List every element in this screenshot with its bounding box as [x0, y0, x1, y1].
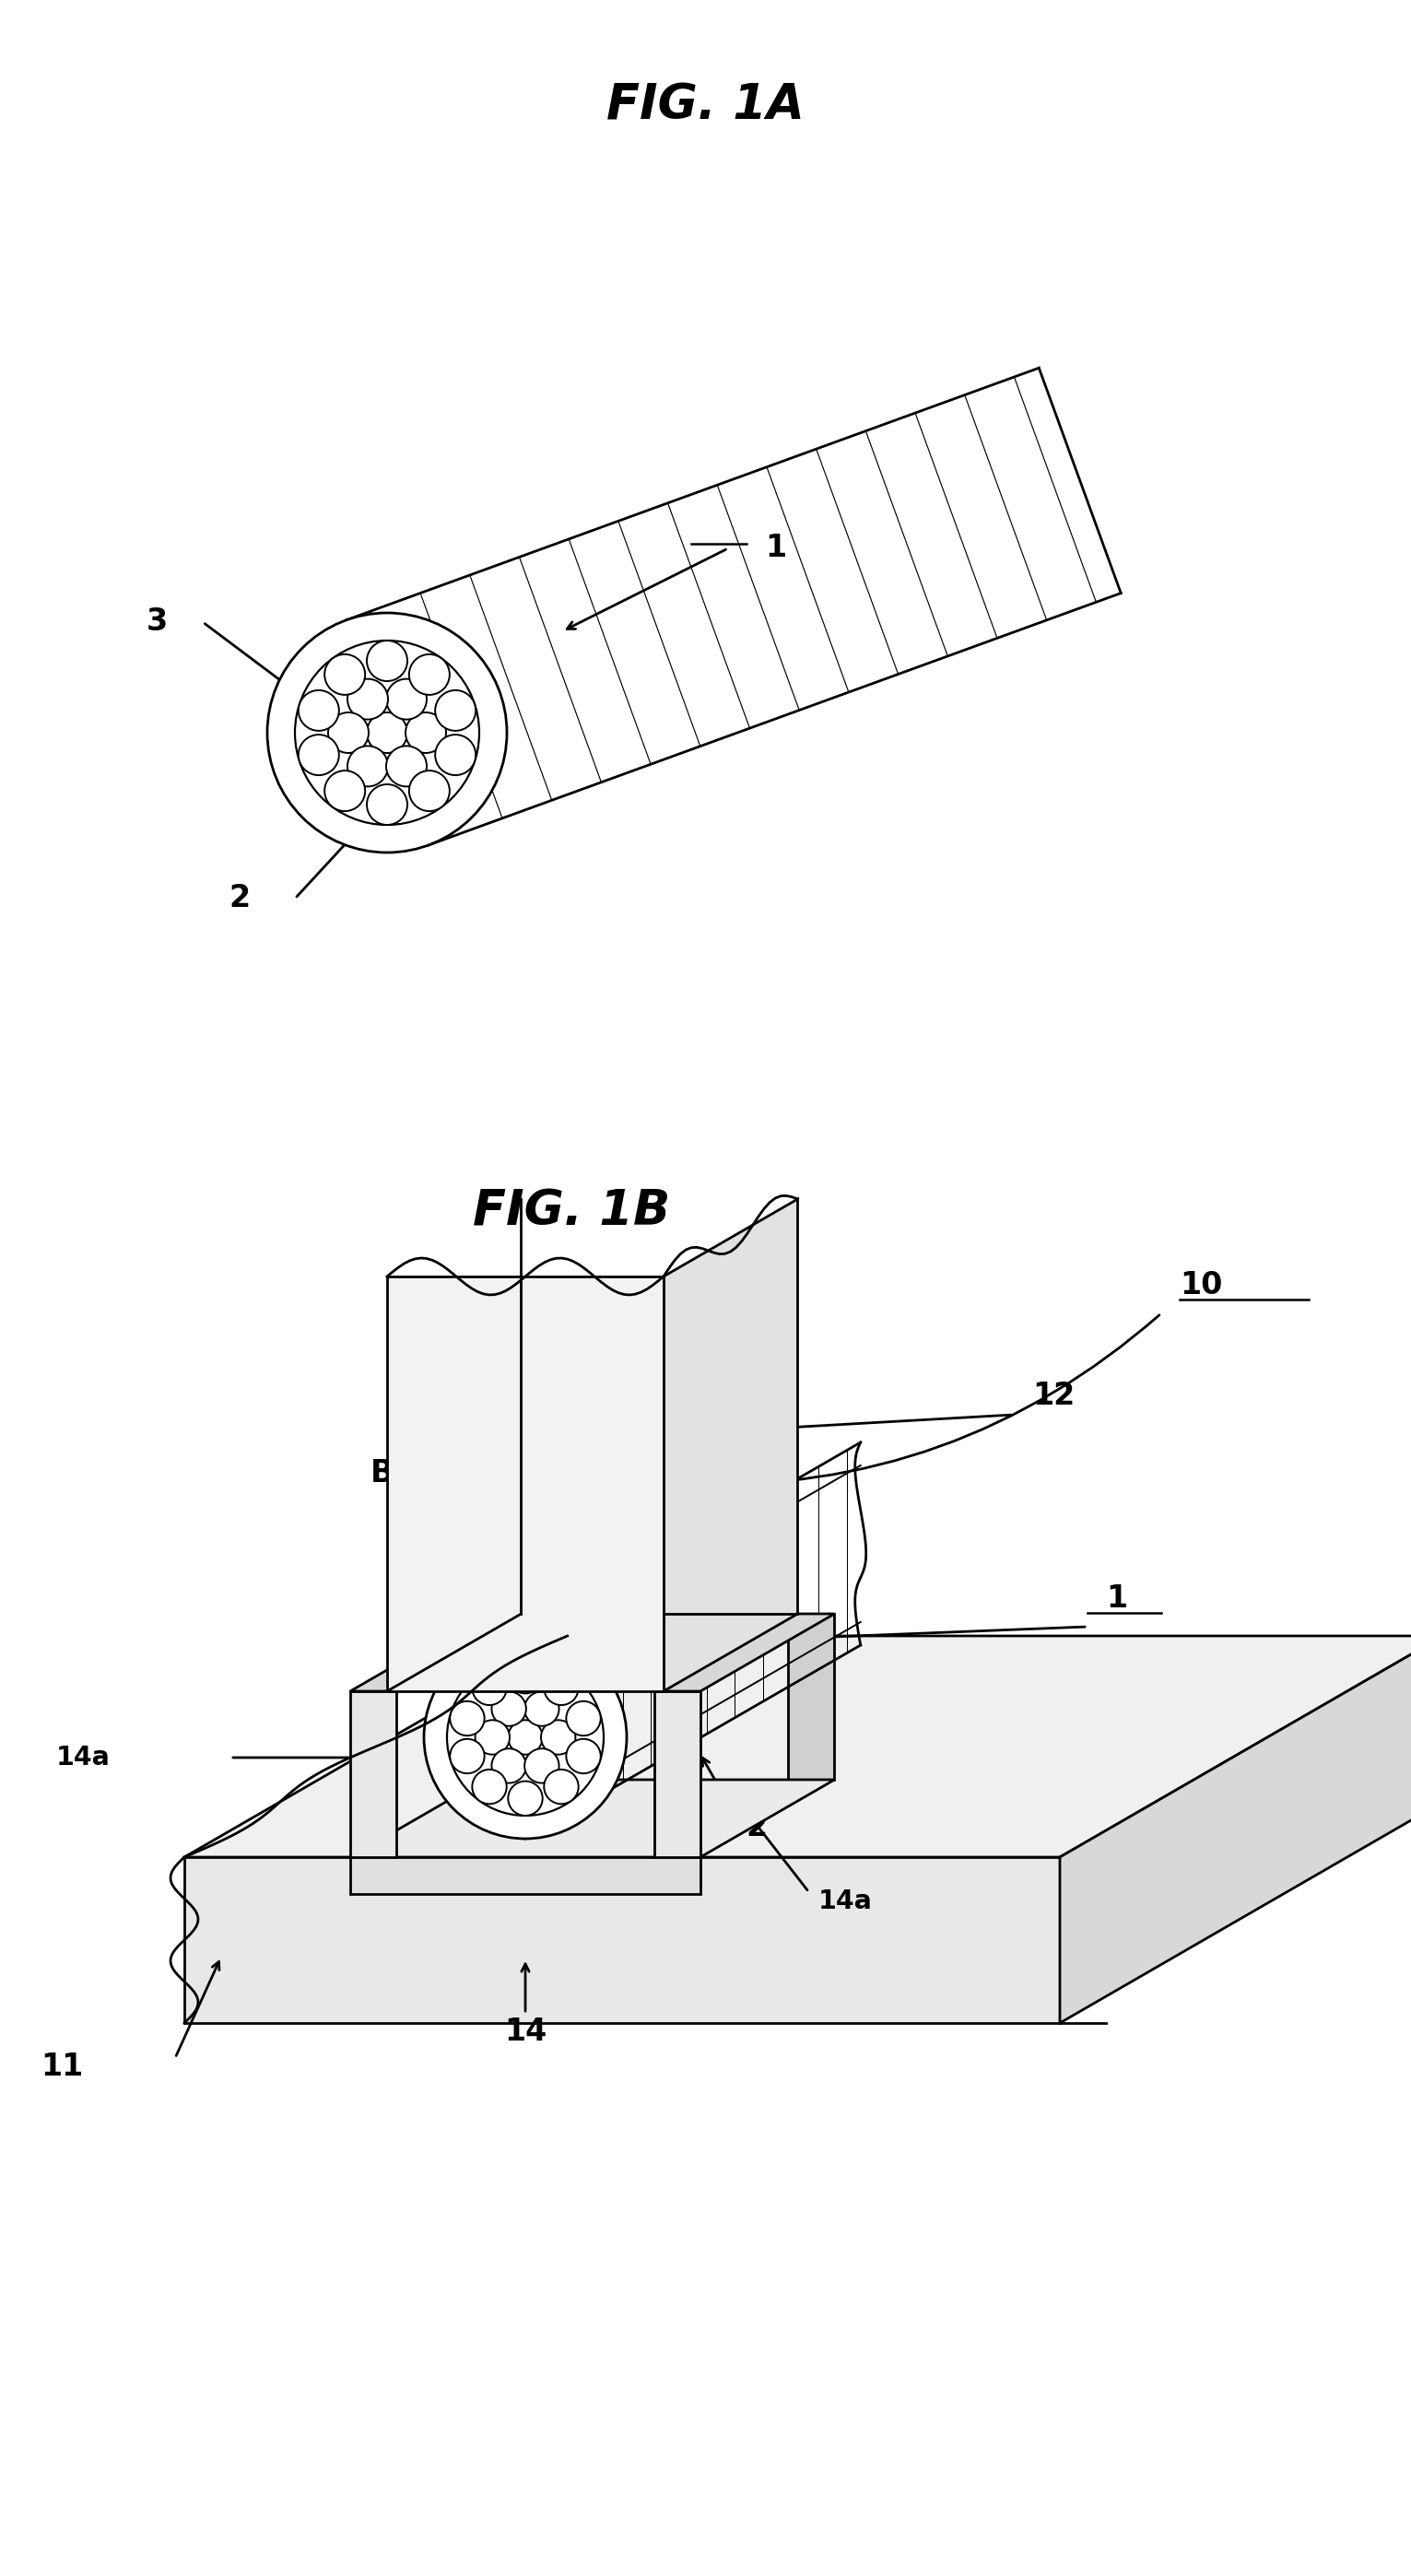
Circle shape — [508, 1721, 543, 1754]
Polygon shape — [655, 1692, 700, 1857]
Circle shape — [405, 714, 446, 752]
Circle shape — [409, 770, 450, 811]
Polygon shape — [350, 1613, 531, 1692]
Circle shape — [525, 1692, 559, 1726]
Text: 14a: 14a — [818, 1888, 872, 1914]
Circle shape — [450, 1700, 484, 1736]
Text: B: B — [371, 1458, 394, 1489]
Polygon shape — [185, 1857, 1060, 2022]
Text: FIG. 1B: FIG. 1B — [473, 1188, 670, 1236]
Text: 11: 11 — [41, 2053, 83, 2081]
Circle shape — [367, 641, 408, 680]
Circle shape — [347, 747, 388, 786]
Circle shape — [473, 1672, 507, 1705]
Circle shape — [423, 1636, 626, 1839]
Text: 14: 14 — [504, 2017, 546, 2048]
Text: 10: 10 — [1180, 1270, 1222, 1301]
Circle shape — [387, 680, 426, 719]
Text: 3: 3 — [145, 608, 168, 636]
Circle shape — [435, 734, 476, 775]
Circle shape — [473, 1770, 507, 1803]
Polygon shape — [185, 1636, 1411, 1857]
Circle shape — [491, 1749, 526, 1783]
Text: 2: 2 — [229, 884, 250, 914]
Polygon shape — [655, 1613, 834, 1692]
Polygon shape — [350, 1857, 700, 1893]
Circle shape — [508, 1780, 543, 1816]
Text: 3: 3 — [553, 1656, 574, 1687]
Circle shape — [409, 654, 450, 696]
Circle shape — [525, 1749, 559, 1783]
Circle shape — [329, 714, 368, 752]
Text: 14a: 14a — [56, 1744, 110, 1770]
Text: FIG. 1A: FIG. 1A — [605, 82, 804, 129]
Circle shape — [540, 1721, 576, 1754]
Circle shape — [325, 770, 365, 811]
Circle shape — [387, 747, 426, 786]
Circle shape — [545, 1672, 579, 1705]
Text: 2: 2 — [745, 1811, 768, 1842]
Circle shape — [267, 613, 507, 853]
Polygon shape — [387, 1278, 663, 1692]
Circle shape — [367, 714, 408, 752]
Circle shape — [299, 734, 339, 775]
Circle shape — [476, 1721, 509, 1754]
Circle shape — [367, 783, 408, 824]
Circle shape — [325, 654, 365, 696]
Polygon shape — [484, 1613, 531, 1780]
Circle shape — [450, 1739, 484, 1772]
Circle shape — [491, 1692, 526, 1726]
Circle shape — [347, 680, 388, 719]
Polygon shape — [350, 1780, 834, 1857]
Polygon shape — [350, 1692, 396, 1857]
Text: 1: 1 — [1106, 1584, 1127, 1615]
Circle shape — [508, 1659, 543, 1692]
Circle shape — [299, 690, 339, 732]
Polygon shape — [789, 1613, 834, 1780]
Text: 12: 12 — [1033, 1381, 1075, 1412]
Polygon shape — [1060, 1636, 1411, 2022]
Circle shape — [566, 1739, 601, 1772]
Circle shape — [435, 690, 476, 732]
Circle shape — [566, 1700, 601, 1736]
Text: 1: 1 — [765, 533, 786, 564]
Polygon shape — [663, 1198, 797, 1692]
Circle shape — [545, 1770, 579, 1803]
